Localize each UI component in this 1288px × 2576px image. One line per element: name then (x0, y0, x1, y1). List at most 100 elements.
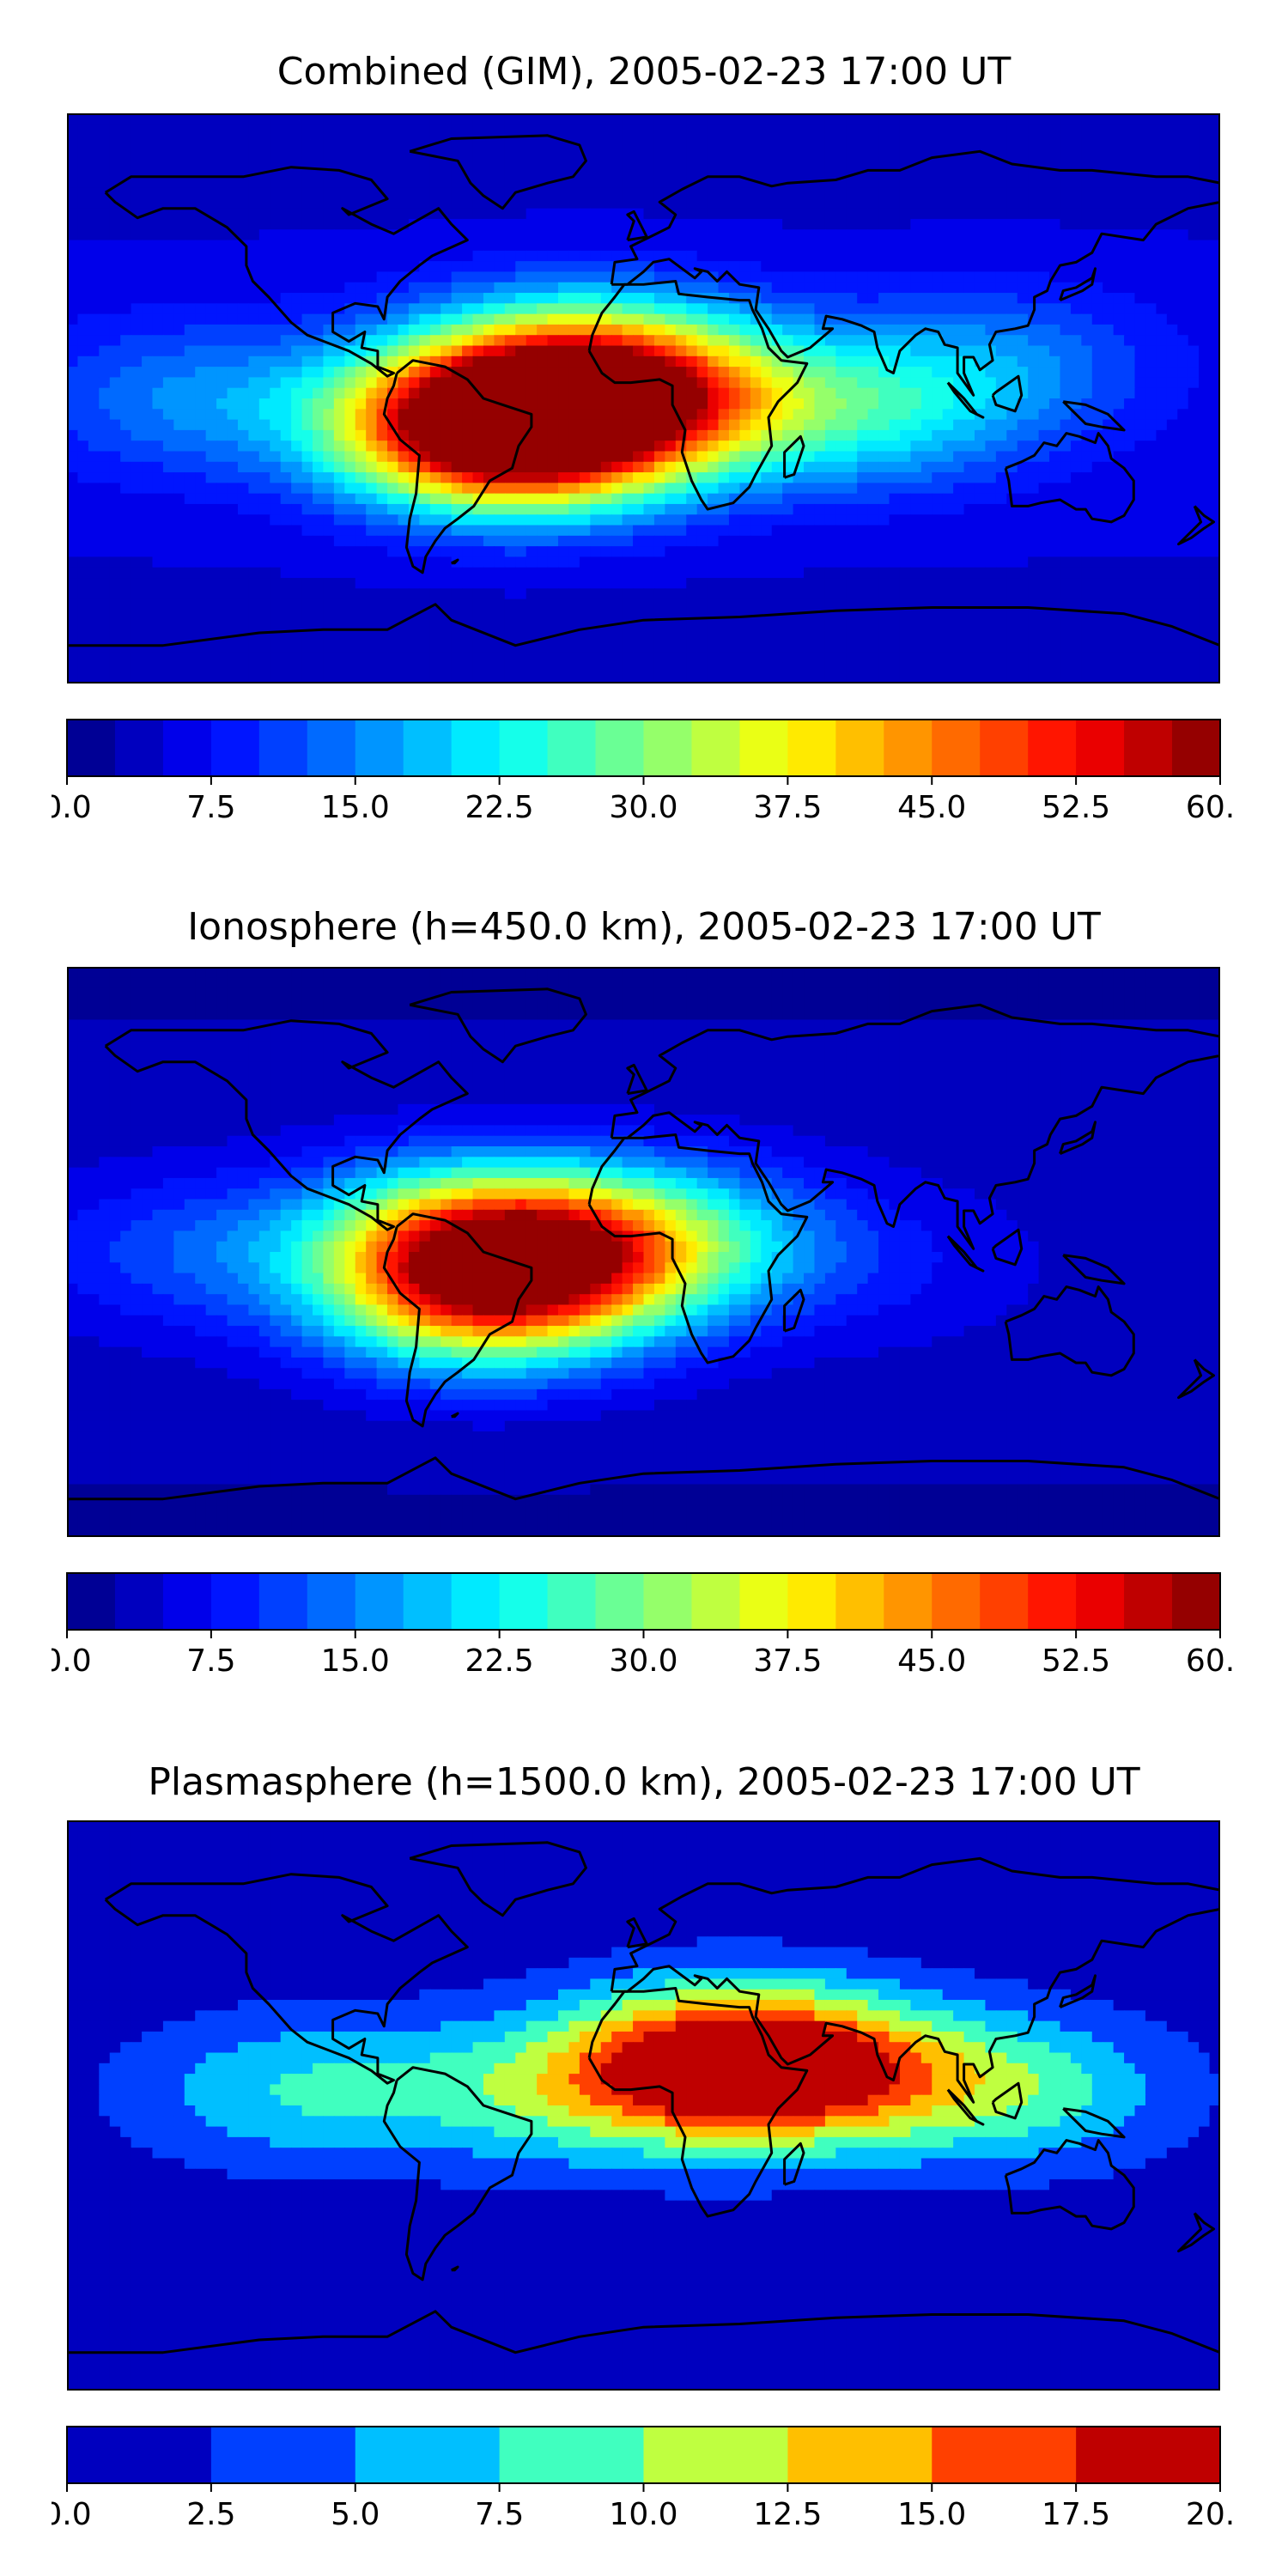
contour-cell (750, 345, 762, 357)
contour-cell (932, 113, 944, 125)
contour-cell (173, 367, 185, 379)
contour-cell (131, 377, 143, 389)
contour-cell (1060, 461, 1072, 473)
contour-cell (782, 377, 794, 389)
contour-cell (963, 124, 975, 136)
contour-cell (1091, 335, 1103, 347)
contour-cell (537, 567, 549, 579)
contour-cell (867, 250, 879, 262)
contour-cell (1038, 313, 1050, 325)
contour-cell (280, 124, 292, 136)
contour-cell (419, 472, 431, 483)
contour-cell (568, 483, 580, 495)
contour-cell (291, 250, 303, 262)
contour-cell (419, 155, 431, 167)
contour-cell (910, 282, 922, 294)
contour-cell (419, 429, 431, 441)
contour-cell (1028, 250, 1040, 262)
contour-cell (537, 197, 549, 210)
contour-cell (1006, 293, 1018, 304)
contour-cell (67, 525, 79, 537)
contour-cell (611, 345, 623, 357)
contour-cell (184, 218, 196, 230)
contour-cell (67, 335, 79, 347)
contour-cell (195, 377, 207, 389)
contour-cell (728, 261, 741, 273)
contour-cell (814, 124, 826, 136)
contour-cell (494, 187, 506, 198)
contour-cell (846, 187, 858, 198)
contour-cell (429, 588, 441, 600)
contour-cell (77, 240, 89, 252)
contour-cell (258, 398, 270, 410)
contour-cell (408, 261, 420, 273)
contour-cell (1156, 398, 1168, 410)
contour-cell (696, 556, 708, 568)
contour-cell (355, 525, 367, 537)
contour-cell (686, 345, 698, 357)
contour-cell (526, 176, 538, 188)
contour-cell (878, 134, 890, 146)
contour-cell (1177, 429, 1189, 441)
contour-cell (708, 429, 720, 441)
contour-cell (824, 419, 836, 431)
contour-cell (910, 208, 922, 220)
contour-cell (504, 451, 516, 463)
contour-cell (1199, 355, 1211, 368)
contour-cell (408, 578, 420, 589)
contour-cell (1028, 176, 1040, 188)
contour-cell (408, 335, 420, 347)
contour-cell (942, 525, 954, 537)
contour-cell (184, 525, 196, 537)
contour-cell (995, 535, 1007, 547)
contour-cell (910, 335, 922, 347)
contour-cell (1049, 240, 1061, 252)
contour-cell (142, 166, 154, 178)
contour-cell (120, 313, 132, 325)
contour-cell (1017, 514, 1029, 526)
contour-cell (633, 367, 645, 379)
contour-cell (600, 409, 612, 421)
contour-cell (472, 229, 484, 241)
contour-cell (686, 355, 698, 368)
contour-cell (824, 176, 836, 188)
contour-cell (462, 535, 474, 547)
contour-cell (142, 598, 154, 611)
contour-cell (387, 187, 399, 198)
contour-cell (1124, 303, 1136, 315)
contour-cell (718, 134, 730, 146)
contour-cell (494, 293, 506, 304)
contour-cell (558, 124, 570, 136)
contour-cell (195, 134, 207, 146)
contour-cell (109, 556, 121, 568)
contour-cell (1103, 546, 1115, 558)
contour-cell (494, 409, 506, 421)
contour-cell (1156, 578, 1168, 589)
contour-cell (846, 556, 858, 568)
contour-cell (1081, 303, 1093, 315)
contour-cell (419, 461, 431, 473)
contour-cell (985, 124, 997, 136)
contour-cell (1081, 144, 1093, 156)
contour-cell (184, 282, 196, 294)
contour-cell (291, 567, 303, 579)
contour-cell (1177, 409, 1189, 421)
contour-cell (205, 218, 217, 230)
contour-cell (205, 546, 217, 558)
contour-cell (932, 187, 944, 198)
contour-cell (622, 409, 634, 421)
contour-cell (824, 535, 836, 547)
contour-cell (600, 271, 612, 283)
contour-cell (1113, 113, 1125, 125)
contour-cell (398, 387, 410, 399)
contour-cell (280, 218, 292, 230)
contour-cell (1209, 293, 1220, 304)
contour-cell (472, 144, 484, 156)
contour-cell (932, 525, 944, 537)
contour-cell (910, 261, 922, 273)
contour-cell (1006, 345, 1018, 357)
contour-cell (1091, 113, 1103, 125)
contour-cell (920, 271, 933, 283)
contour-cell (782, 134, 794, 146)
contour-cell (387, 493, 399, 505)
